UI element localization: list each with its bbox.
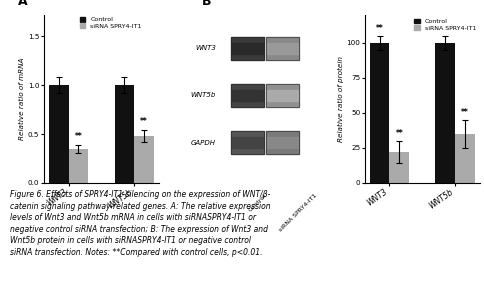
Bar <box>231 43 262 54</box>
Bar <box>267 90 297 101</box>
Bar <box>49 85 68 183</box>
Bar <box>369 43 389 183</box>
Bar <box>435 43 454 183</box>
Text: Figure 6. Effects of SPRY4-IT1 silencing on the expression of WNT/β-
catenin sig: Figure 6. Effects of SPRY4-IT1 silencing… <box>10 190 270 257</box>
Text: A: A <box>18 0 28 8</box>
Bar <box>230 131 263 154</box>
Bar <box>68 149 88 183</box>
Bar <box>267 137 297 148</box>
Bar <box>266 84 298 107</box>
Bar <box>266 37 298 60</box>
Bar <box>267 43 297 54</box>
Text: WNT3: WNT3 <box>195 45 216 51</box>
Bar <box>266 37 298 60</box>
Y-axis label: Relative ratio of protein: Relative ratio of protein <box>337 56 343 142</box>
Text: **: ** <box>394 129 402 138</box>
Text: **: ** <box>75 132 82 141</box>
Text: GAPDH: GAPDH <box>191 140 216 145</box>
Bar <box>230 84 263 107</box>
Bar <box>389 152 408 183</box>
Text: Control: Control <box>247 193 267 213</box>
Bar <box>231 137 262 148</box>
Bar <box>266 84 298 107</box>
Bar <box>230 37 263 60</box>
Bar <box>230 131 263 154</box>
Bar <box>230 37 263 60</box>
Y-axis label: Relative ratio of mRNA: Relative ratio of mRNA <box>19 58 25 140</box>
Bar <box>134 136 154 183</box>
Bar <box>454 134 474 183</box>
Bar <box>231 90 262 101</box>
Legend: Control, siRNA SPRY4-IT1: Control, siRNA SPRY4-IT1 <box>413 18 476 31</box>
Text: **: ** <box>140 117 148 126</box>
Text: **: ** <box>460 108 468 117</box>
Text: **: ** <box>375 24 383 33</box>
Legend: Control, siRNA SPRY4-IT1: Control, siRNA SPRY4-IT1 <box>79 16 142 30</box>
Bar <box>230 84 263 107</box>
Text: siRNA SPRY4-IT1: siRNA SPRY4-IT1 <box>278 193 318 233</box>
Bar <box>114 85 134 183</box>
Bar <box>266 131 298 154</box>
Bar <box>266 131 298 154</box>
Text: B: B <box>201 0 211 8</box>
Text: WNT5b: WNT5b <box>190 92 216 99</box>
